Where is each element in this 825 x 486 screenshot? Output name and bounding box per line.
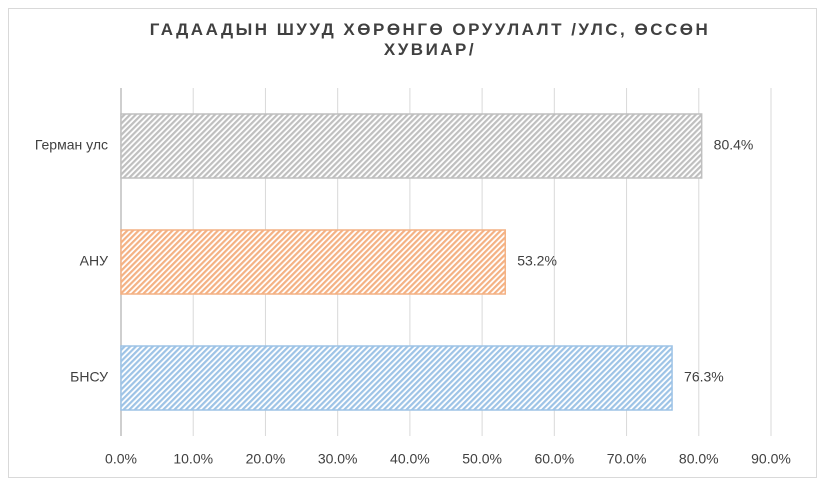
x-tick-label: 0.0% (105, 451, 137, 467)
x-tick-label: 10.0% (173, 451, 213, 467)
y-tick-label: АНУ (80, 253, 108, 269)
x-tick-label: 30.0% (318, 451, 358, 467)
y-tick-label: Герман улс (35, 137, 108, 153)
x-tick-label: 20.0% (246, 451, 286, 467)
y-tick-label: БНСУ (70, 369, 108, 385)
x-tick-label: 80.0% (679, 451, 719, 467)
data-label: 53.2% (517, 253, 557, 269)
data-label: 80.4% (714, 137, 754, 153)
x-tick-label: 40.0% (390, 451, 430, 467)
x-tick-label: 50.0% (462, 451, 502, 467)
data-label: 76.3% (684, 369, 724, 385)
bar (120, 229, 506, 295)
x-tick-label: 60.0% (534, 451, 574, 467)
x-tick-label: 70.0% (607, 451, 647, 467)
bar (120, 345, 673, 411)
chart-title: ГАДААДЫН ШУУД ХӨРӨНГӨ ОРУУЛАЛТ /УЛС, ӨСС… (149, 20, 711, 59)
x-tick-label: 90.0% (751, 451, 791, 467)
bar (120, 113, 703, 179)
